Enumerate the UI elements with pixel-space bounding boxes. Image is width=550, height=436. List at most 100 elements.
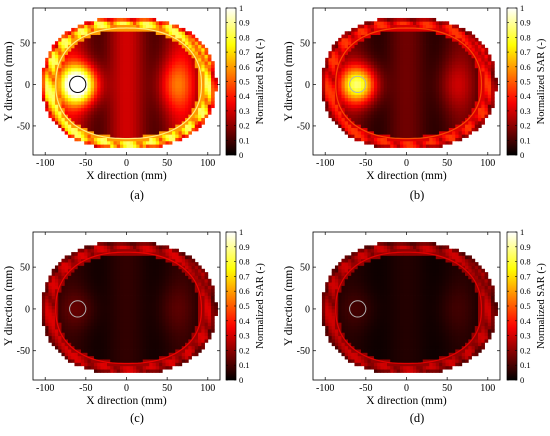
colorbar-tick-label: 0.7	[239, 271, 250, 281]
y-tick-label: -50	[297, 121, 310, 132]
target-circle	[69, 300, 87, 318]
x-tick-label: -100	[316, 158, 334, 169]
x-axis-label: X direction (mm)	[366, 395, 447, 407]
skull-outline	[335, 27, 483, 140]
y-axis-label: Y direction (mm)	[3, 41, 15, 121]
colorbar-tick-label: 0.4	[239, 316, 250, 326]
x-tick-label: 0	[404, 158, 409, 169]
colorbar-tick-label: 0.5	[239, 77, 250, 87]
colorbar-tick-label: 0.6	[520, 286, 531, 296]
x-tick-label: 0	[124, 383, 129, 394]
panel-label: (c)	[130, 411, 144, 425]
y-tick-label: -50	[297, 346, 310, 357]
colorbar-tick-label: 0.9	[239, 242, 250, 252]
colorbar-label: Normalized SAR (-)	[536, 38, 547, 124]
heatmap	[41, 17, 218, 148]
colorbar-tick-label: 0.3	[239, 106, 250, 116]
target-circle	[69, 75, 87, 94]
x-tick-label: -50	[79, 158, 92, 169]
x-axis-label: X direction (mm)	[86, 395, 167, 407]
y-tick-label: -50	[17, 121, 30, 132]
x-tick-label: 100	[480, 158, 495, 169]
x-tick-label: 50	[442, 158, 452, 169]
colorbar-tick-label: 0	[520, 150, 524, 160]
colorbar-tick-label: 0.1	[520, 135, 531, 145]
target-circle	[349, 300, 367, 318]
colorbar-tick-label: 0.7	[239, 47, 250, 57]
panel-label: (b)	[410, 188, 425, 202]
colorbar-tick-label: 1	[520, 227, 524, 237]
x-axis-label: X direction (mm)	[366, 170, 447, 182]
y-tick-label: 0	[305, 80, 310, 91]
colorbar-tick-label: 0.6	[239, 62, 250, 72]
heatmap	[321, 17, 498, 148]
x-tick-label: 0	[124, 158, 129, 169]
x-tick-label: 50	[442, 383, 452, 394]
skull-outline	[55, 251, 203, 365]
colorbar-tick-label: 0.1	[520, 360, 531, 370]
y-axis-label: Y direction (mm)	[283, 41, 295, 121]
x-tick-label: -50	[79, 383, 92, 394]
colorbar-tick-label: 0.4	[520, 91, 531, 101]
colorbar-tick-label: 0.7	[520, 47, 531, 57]
panel-label: (a)	[130, 188, 144, 202]
y-tick-label: 50	[300, 263, 310, 274]
colorbar-tick-label: 0.9	[520, 18, 531, 28]
x-tick-label: 100	[200, 158, 215, 169]
colorbar-tick-label: 0.8	[239, 257, 250, 267]
y-tick-label: 50	[20, 38, 30, 49]
colorbar-tick-label: 0.4	[239, 91, 250, 101]
colorbar-tick-label: 0.2	[520, 345, 531, 355]
x-tick-label: -50	[359, 158, 372, 169]
colorbar-tick-label: 0.3	[239, 331, 250, 341]
colorbar-tick-label: 1	[239, 3, 243, 13]
heatmap	[321, 242, 498, 373]
colorbar-tick-label: 0.2	[520, 121, 531, 131]
skull-outline	[55, 27, 203, 140]
colorbar-tick-label: 0.5	[520, 77, 531, 87]
colorbar-tick-label: 0.5	[239, 301, 250, 311]
colorbar-label: Normalized SAR (-)	[536, 263, 547, 349]
colorbar-tick-label: 1	[520, 3, 524, 13]
colorbar-tick-label: 0.8	[520, 32, 531, 42]
colorbar-tick-label: 0.1	[239, 135, 250, 145]
colorbar-tick-label: 0.1	[239, 360, 250, 370]
colorbar-tick-label: 0.2	[239, 345, 250, 355]
colorbar-tick-label: 0	[239, 150, 243, 160]
x-tick-label: -100	[36, 383, 54, 394]
y-axis-label: Y direction (mm)	[283, 266, 295, 346]
x-tick-label: 100	[480, 383, 495, 394]
x-tick-label: 50	[162, 158, 172, 169]
colorbar-label: Normalized SAR (-)	[255, 263, 266, 349]
colorbar-tick-label: 0.4	[520, 316, 531, 326]
target-circle	[349, 75, 367, 94]
y-tick-label: 0	[25, 80, 30, 91]
colorbar-tick-label: 0.3	[520, 331, 531, 341]
colorbar-label: Normalized SAR (-)	[255, 38, 266, 124]
colorbar-tick-label: 0.7	[520, 271, 531, 281]
y-tick-label: -50	[17, 346, 30, 357]
heatmap	[41, 242, 218, 373]
colorbar-tick-label: 0	[239, 375, 243, 385]
x-tick-label: -100	[36, 158, 54, 169]
colorbar-tick-label: 0.2	[239, 121, 250, 131]
y-tick-label: 50	[300, 38, 310, 49]
colorbar-tick-label: 0.3	[520, 106, 531, 116]
y-tick-label: 50	[20, 263, 30, 274]
y-tick-label: 0	[25, 304, 30, 315]
panel-label: (d)	[410, 411, 425, 425]
x-tick-label: 50	[162, 383, 172, 394]
x-tick-label: 100	[200, 383, 215, 394]
colorbar-tick-label: 0.9	[520, 242, 531, 252]
colorbar-tick-label: 0.9	[239, 18, 250, 28]
colorbar-tick-label: 0.6	[520, 62, 531, 72]
x-tick-label: -100	[316, 383, 334, 394]
y-axis-label: Y direction (mm)	[3, 266, 15, 346]
colorbar-tick-label: 0	[520, 375, 524, 385]
skull-outline	[335, 251, 483, 365]
x-axis-label: X direction (mm)	[86, 170, 167, 182]
